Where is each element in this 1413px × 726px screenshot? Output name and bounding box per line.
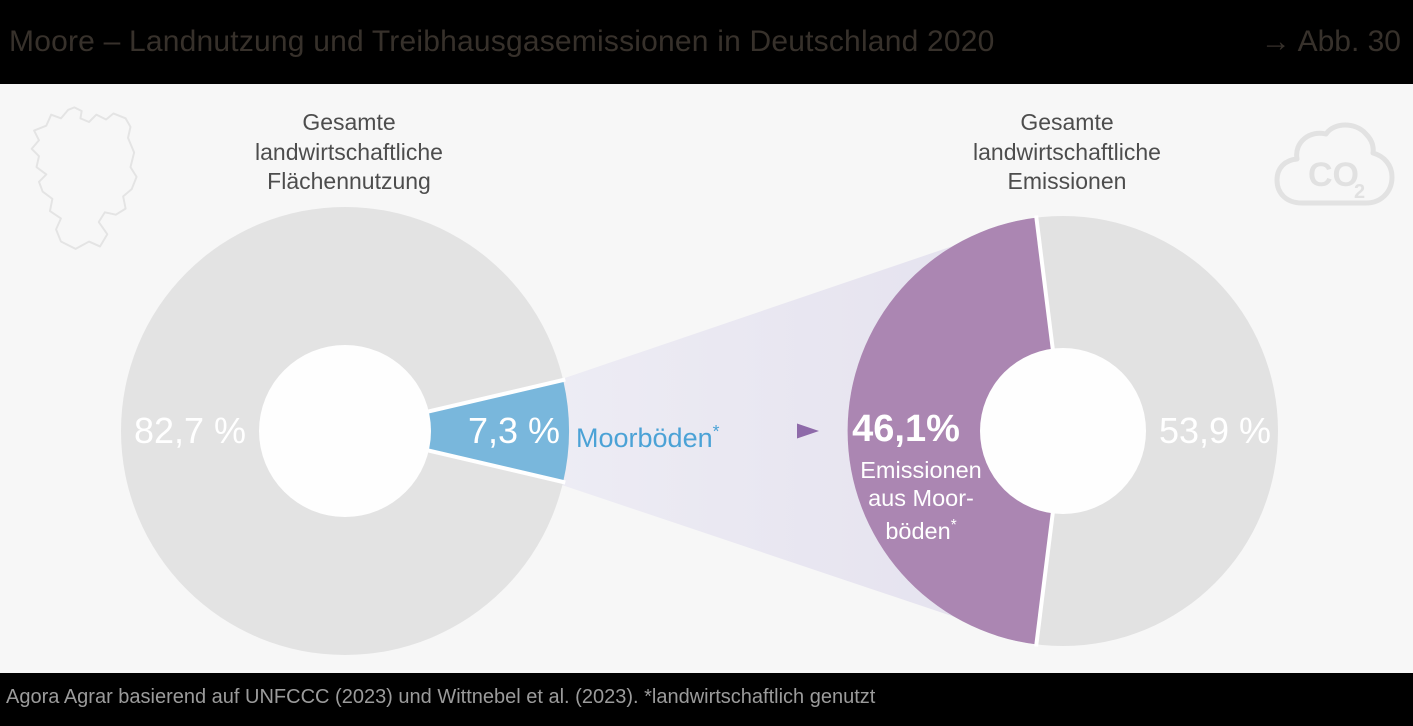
donut-right-hole bbox=[980, 348, 1146, 514]
figure-number: → Abb. 30 bbox=[1260, 25, 1401, 58]
right-major-value: 46,1% bbox=[852, 408, 960, 450]
germany-map-icon bbox=[30, 106, 138, 250]
header-bar: Moore – Landnutzung und Treibhausgasemis… bbox=[0, 0, 1413, 84]
footer-bar: Agora Agrar basierend auf UNFCCC (2023) … bbox=[0, 673, 1413, 726]
connector-label-text: Moorböden bbox=[576, 423, 713, 453]
donut-left-land-use bbox=[121, 207, 569, 655]
donut-right-emissions bbox=[847, 215, 1278, 647]
chart-stage: CO 2 Gesamte landwirtschaftliche Flächen… bbox=[0, 84, 1413, 673]
right-major-sublabel-text: Emissionen aus Moor- böden bbox=[860, 457, 982, 544]
left-major-value: 82,7 % bbox=[133, 410, 247, 451]
connector-label: Moorböden* bbox=[576, 415, 719, 454]
connector-asterisk: * bbox=[712, 421, 720, 441]
source-note: Agora Agrar basierend auf UNFCCC (2023) … bbox=[6, 686, 876, 708]
page-title: Moore – Landnutzung und Treibhausgasemis… bbox=[9, 25, 995, 58]
left-chart-title: Gesamte landwirtschaftliche Flächennutzu… bbox=[255, 109, 443, 194]
right-major-sublabel: Emissionen aus Moor- böden* bbox=[831, 456, 1011, 545]
slice-left-moorboeden bbox=[345, 380, 569, 482]
slice-right-moor-emissions bbox=[847, 217, 1063, 645]
donut-charts-svg bbox=[121, 207, 1278, 655]
co2-subscript: 2 bbox=[1354, 181, 1365, 203]
co2-cloud-icon: CO 2 bbox=[1274, 122, 1395, 206]
right-minor-value: 53,9 % bbox=[1158, 410, 1272, 451]
left-minor-value: 7,3 % bbox=[467, 410, 561, 451]
donut-left-hole bbox=[259, 345, 431, 517]
co2-text: CO bbox=[1308, 156, 1359, 194]
right-major-asterisk: * bbox=[950, 517, 957, 534]
connector-arrow-icon bbox=[729, 423, 819, 439]
right-chart-title: Gesamte landwirtschaftliche Emissionen bbox=[973, 109, 1161, 194]
